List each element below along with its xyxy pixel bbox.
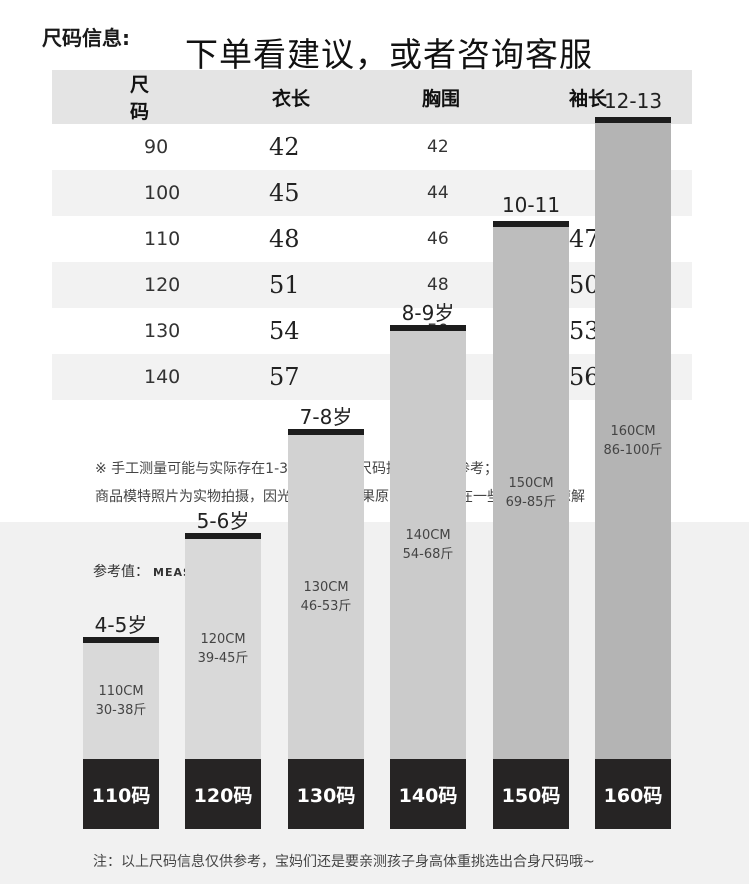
header-chest: 胸围 — [422, 87, 461, 110]
cell-sleeve: 53 — [569, 317, 600, 345]
header-size: 尺码 — [130, 74, 150, 123]
weight-label: 39-45斤 — [197, 651, 249, 666]
bar-cap — [595, 117, 671, 123]
reference-chart: 参考值：MEASURE 注：以上尺码信息仅供参考，宝妈们还是要亲测孩子身高体重挑… — [0, 89, 749, 884]
weight-label: 46-53斤 — [300, 599, 352, 614]
table-row: 110 48 46 47 — [52, 216, 692, 262]
cell-length: 54 — [269, 317, 300, 345]
bar-cap — [288, 429, 364, 435]
cell-size: 110 — [144, 228, 181, 250]
cell-sleeve: 50 — [569, 271, 600, 299]
size-code-label: 150码 — [493, 759, 569, 829]
table-row: 100 45 44 — [52, 170, 692, 216]
table-row: 140 57 52 56 — [52, 354, 692, 400]
bar-cap — [390, 325, 466, 331]
weight-label: 69-85斤 — [505, 495, 557, 510]
header-sleeve: 袖长 — [569, 87, 608, 110]
size-code-label: 120码 — [185, 759, 261, 829]
cell-length: 51 — [269, 271, 300, 299]
size-info-label: 尺码信息: — [42, 26, 130, 50]
size-code-label: 110码 — [83, 759, 159, 829]
cell-length: 45 — [269, 179, 300, 207]
size-code-label: 130码 — [288, 759, 364, 829]
age-label: 8-9岁 — [401, 301, 455, 325]
cell-size: 100 — [144, 182, 181, 204]
bar-body: 130CM 46-53斤 — [288, 435, 364, 759]
bar-body: 150CM 69-85斤 — [493, 227, 569, 759]
height-label: 130CM — [303, 580, 349, 595]
size-bar: 7-8岁 130CM 46-53斤 130码 — [288, 405, 364, 884]
table-row: 90 42 42 — [52, 124, 692, 170]
cell-length: 42 — [269, 133, 300, 161]
table-row: 120 51 48 50 — [52, 262, 692, 308]
height-label: 160CM — [610, 424, 656, 439]
size-bar: 5-6岁 120CM 39-45斤 120码 — [185, 509, 261, 884]
bar-body: 140CM 54-68斤 — [390, 331, 466, 759]
bar-cap — [83, 637, 159, 643]
footnote: 注：以上尺码信息仅供参考，宝妈们还是要亲测孩子身高体重挑选出合身尺码哦~ — [93, 854, 595, 870]
cell-sleeve: 47 — [569, 225, 600, 253]
weight-label: 54-68斤 — [402, 547, 454, 562]
age-label: 7-8岁 — [299, 405, 353, 429]
bar-cap — [493, 221, 569, 227]
height-label: 140CM — [405, 528, 451, 543]
size-code-label: 160码 — [595, 759, 671, 829]
cell-chest: 42 — [427, 137, 449, 157]
cell-chest: 46 — [427, 229, 449, 249]
reference-label-text: 参考值： — [93, 564, 149, 580]
cell-size: 120 — [144, 274, 181, 296]
size-bar: 8-9岁 140CM 54-68斤 140码 — [390, 301, 466, 884]
size-bar: 4-5岁 110CM 30-38斤 110码 — [83, 522, 159, 884]
bar-body: 110CM 30-38斤 — [83, 643, 159, 759]
cell-size: 140 — [144, 366, 181, 388]
cell-length: 48 — [269, 225, 300, 253]
weight-label: 30-38斤 — [95, 703, 147, 718]
cell-size: 90 — [144, 136, 169, 158]
weight-label: 86-100斤 — [603, 443, 663, 458]
height-label: 120CM — [200, 632, 246, 647]
size-table: 尺码 衣长 胸围 袖长 90 42 42 100 45 44 110 48 46… — [52, 70, 692, 400]
header-length: 衣长 — [272, 87, 311, 110]
height-label: 150CM — [508, 476, 554, 491]
table-header-row: 尺码 衣长 胸围 袖长 — [52, 70, 692, 124]
size-code-label: 140码 — [390, 759, 466, 829]
size-advice-title: 下单看建议，或者咨询客服 — [185, 35, 593, 74]
cell-chest: 48 — [427, 275, 449, 295]
height-label: 110CM — [98, 684, 144, 699]
bar-cap — [185, 533, 261, 539]
cell-sleeve: 56 — [569, 363, 600, 391]
cell-chest: 44 — [427, 183, 449, 203]
bar-body: 160CM 86-100斤 — [595, 123, 671, 759]
bar-body: 120CM 39-45斤 — [185, 539, 261, 759]
age-label: 4-5岁 — [94, 613, 148, 637]
cell-size: 130 — [144, 320, 181, 342]
cell-length: 57 — [269, 363, 300, 391]
age-label: 5-6岁 — [196, 509, 250, 533]
